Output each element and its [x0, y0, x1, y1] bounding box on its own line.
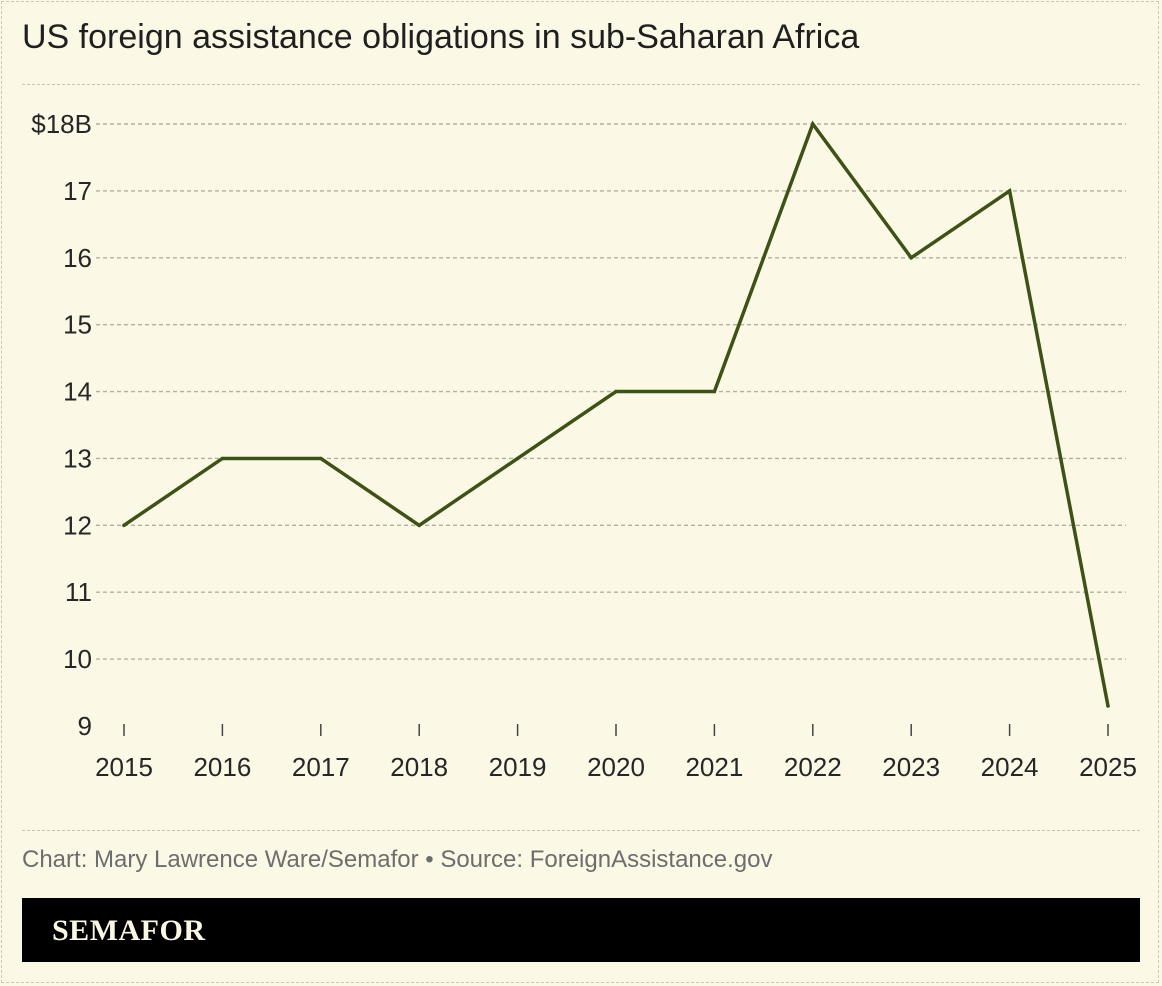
x-axis-ticks: 2015 2016 2017 2018 2019 2020 2021 2022 2023 2024… — [95, 724, 1137, 782]
y-tick-label-12: 12 — [63, 510, 92, 540]
data-point-2022 — [811, 122, 815, 126]
bottom-divider — [22, 830, 1140, 831]
data-point-2015 — [122, 523, 126, 528]
y-tick-label-11: 11 — [65, 577, 92, 607]
data-point-2018 — [417, 523, 421, 528]
x-tick-label-2021: 2021 — [685, 752, 743, 782]
x-tick-label-2017: 2017 — [292, 752, 350, 782]
x-tick-label-2022: 2022 — [784, 752, 842, 782]
x-tick-label-2015: 2015 — [95, 752, 153, 782]
x-tick-label-2018: 2018 — [390, 752, 448, 782]
x-tick-label-2025: 2025 — [1079, 752, 1137, 782]
data-point-2016 — [220, 456, 225, 461]
data-point-2025 — [1106, 704, 1110, 708]
y-tick-label-17: 17 — [63, 176, 92, 206]
data-point-2017 — [319, 456, 323, 461]
y-tick-label-13: 13 — [63, 443, 92, 473]
data-point-2021 — [712, 389, 717, 394]
y-axis-tick-labels: 9 10 11 12 13 14 15 16 17 $18B — [31, 109, 92, 741]
x-tick-label-2023: 2023 — [882, 752, 940, 782]
brand-footer: SEMAFOR — [22, 898, 1140, 962]
x-tick-label-2024: 2024 — [981, 752, 1039, 782]
data-point-2024 — [1007, 189, 1012, 193]
chart-title: US foreign assistance obligations in sub… — [22, 18, 860, 56]
series-line-0 — [122, 120, 1110, 708]
x-tick-label-2019: 2019 — [489, 752, 547, 782]
y-tick-label-9: 9 — [78, 711, 92, 741]
semafor-logo: SEMAFOR — [52, 914, 206, 947]
data-point-2019 — [515, 456, 520, 461]
y-tick-label-10: 10 — [63, 644, 92, 674]
x-tick-label-2016: 2016 — [193, 752, 251, 782]
top-divider — [22, 84, 1140, 85]
data-point-2023 — [909, 256, 913, 260]
y-tick-label-14: 14 — [63, 377, 92, 407]
data-point-2020 — [614, 389, 618, 394]
x-tick-label-2020: 2020 — [587, 752, 645, 782]
y-tick-label-15: 15 — [63, 310, 92, 340]
source-credit: Chart: Mary Lawrence Ware/Semafor • Sour… — [22, 846, 773, 873]
y-tick-label-18: $18B — [31, 109, 92, 139]
series-lines — [122, 120, 1110, 708]
y-tick-label-16: 16 — [63, 243, 92, 273]
grid-lines — [96, 123, 1126, 660]
